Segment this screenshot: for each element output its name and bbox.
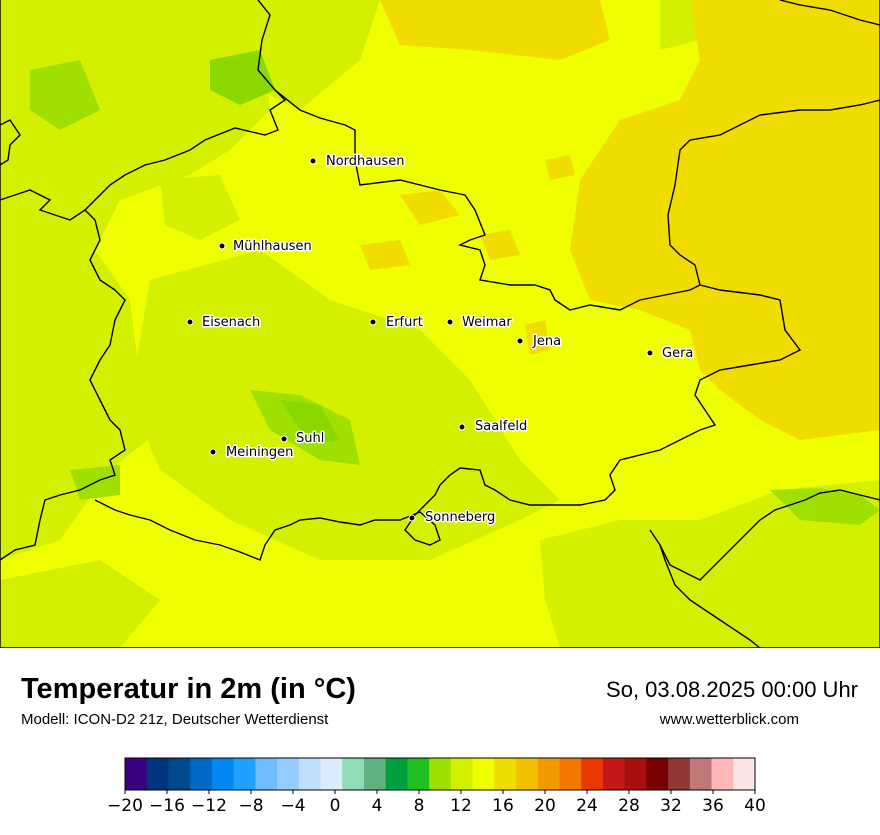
city-muehlhausen: Mühlhausen (218, 238, 313, 256)
city-suhl: Suhl (280, 430, 326, 448)
city-eisenach: Eisenach (186, 314, 262, 332)
legend-swatch (125, 758, 148, 790)
city-label: Suhl (296, 431, 324, 446)
legend-tick-label: −12 (191, 796, 227, 816)
legend-tick-label: 40 (744, 796, 766, 816)
legend-swatch (342, 758, 365, 790)
cool-zones (0, 0, 880, 648)
color-legend: −20 −16 −12 −8 −4 0 4 8 12 16 20 24 28 32 36 40 (0, 755, 880, 830)
legend-swatch (602, 758, 626, 790)
legend-swatch (255, 758, 278, 790)
legend-swatch (581, 758, 604, 790)
legend-swatch (168, 758, 191, 790)
legend-swatch (537, 758, 560, 790)
legend-tick-label: 12 (450, 796, 472, 816)
city-label: Jena (532, 334, 561, 349)
city-markers: Nordhausen Mühlhausen Eisenach Erfurt We… (186, 153, 695, 527)
legend-tick-label: −16 (149, 796, 185, 816)
legend-swatch (689, 758, 713, 790)
legend-swatch (233, 758, 256, 790)
legend-tick-label: 32 (660, 796, 682, 816)
legend-swatch (624, 758, 647, 790)
city-label: Saalfeld (475, 419, 527, 434)
legend-tick-label: 4 (372, 796, 383, 816)
legend-tick-label: −8 (238, 796, 263, 816)
legend-tick-label: 28 (618, 796, 640, 816)
legend-swatch (211, 758, 235, 790)
city-erfurt: Erfurt (369, 314, 424, 332)
website-link[interactable]: www.wetterblick.com (659, 711, 799, 728)
legend-swatch (429, 758, 452, 790)
city-label: Gera (662, 346, 693, 361)
legend-swatch (385, 758, 408, 790)
legend-swatch (711, 758, 734, 790)
legend-swatch (146, 758, 169, 790)
legend-swatch (277, 758, 300, 790)
legend-tick-label: −20 (107, 796, 143, 816)
temperature-map: Nordhausen Mühlhausen Eisenach Erfurt We… (0, 0, 880, 648)
city-label: Weimar (462, 315, 512, 330)
model-info: Modell: ICON-D2 21z, Deutscher Wetterdie… (21, 711, 329, 728)
map-title: Temperatur in 2m (in °C) (21, 673, 356, 705)
legend-tick-label: 20 (534, 796, 556, 816)
legend-tick-label: 16 (492, 796, 514, 816)
city-meiningen: Meiningen (209, 444, 295, 462)
city-label: Meiningen (226, 445, 293, 460)
legend-swatch (472, 758, 495, 790)
legend-tick-label: −4 (280, 796, 305, 816)
legend-swatch (320, 758, 343, 790)
legend-swatch (298, 758, 322, 790)
legend-tick-label: 36 (702, 796, 724, 816)
city-sonneberg: Sonneberg (408, 509, 497, 527)
legend-swatch (668, 758, 691, 790)
city-label: Sonneberg (425, 510, 495, 525)
legend-swatch (494, 758, 517, 790)
city-label: Mühlhausen (233, 239, 312, 254)
map-canvas: Nordhausen Mühlhausen Eisenach Erfurt We… (0, 0, 880, 648)
legend-canvas: −20 −16 −12 −8 −4 0 4 8 12 16 20 24 28 32 36 40 (107, 757, 766, 816)
city-label: Nordhausen (326, 154, 405, 169)
legend-swatch (407, 758, 430, 790)
legend-swatch (646, 758, 669, 790)
legend-tick-label: 8 (414, 796, 425, 816)
legend-swatch (559, 758, 582, 790)
city-label: Eisenach (202, 315, 260, 330)
legend-tick-label: 0 (330, 796, 341, 816)
legend-swatch (190, 758, 213, 790)
legend-frame (124, 757, 756, 791)
forecast-datetime: So, 03.08.2025 00:00 Uhr (606, 677, 858, 702)
legend-swatch (733, 758, 756, 790)
legend-tick-label: 24 (576, 796, 598, 816)
city-saalfeld: Saalfeld (458, 418, 529, 436)
city-nordhausen: Nordhausen (309, 153, 406, 171)
legend-swatch (363, 758, 387, 790)
city-weimar: Weimar (446, 314, 514, 332)
city-label: Erfurt (386, 315, 423, 330)
city-jena: Jena (516, 333, 563, 351)
legend-swatch (516, 758, 539, 790)
city-gera: Gera (646, 345, 695, 363)
state-borders (0, 0, 880, 648)
legend-swatch (450, 758, 474, 790)
